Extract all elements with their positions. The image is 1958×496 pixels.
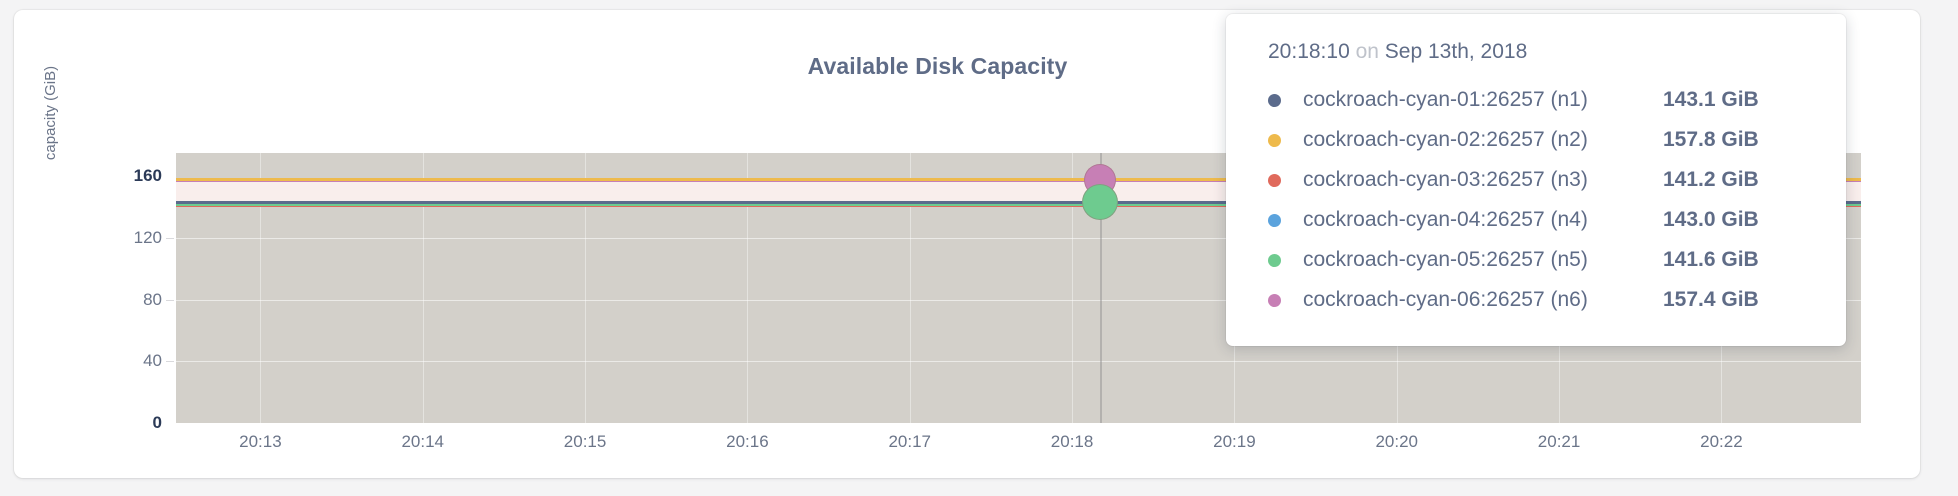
tooltip-series-label: cockroach-cyan-04:26257 (n4) (1303, 208, 1588, 231)
tooltip-time: 20:18:10 (1268, 40, 1350, 63)
y-axis-tick-mark (166, 361, 174, 363)
tooltip-series-label: cockroach-cyan-06:26257 (n6) (1303, 288, 1588, 311)
tooltip-row: cockroach-cyan-03:26257 (n3) 141.2 GiB (1268, 160, 1814, 200)
y-axis-label: capacity (GiB) (42, 65, 59, 161)
gridline-vertical (585, 153, 587, 423)
hover-marker-lower (1081, 184, 1118, 221)
series-color-swatch-icon (1268, 93, 1281, 107)
tooltip-series-value: 143.0 GiB (1663, 208, 1759, 231)
hover-tooltip: 20:18:10 on Sep 13th, 2018 cockroach-cya… (1226, 14, 1846, 346)
y-axis-tick-label: 0 (152, 413, 162, 432)
tooltip-series-value: 157.4 GiB (1663, 288, 1759, 311)
tooltip-series-value: 157.8 GiB (1663, 128, 1759, 151)
x-axis-tick-label: 20:13 (239, 432, 282, 451)
series-color-swatch-icon (1268, 253, 1281, 267)
tooltip-row: cockroach-cyan-05:26257 (n5) 141.6 GiB (1268, 240, 1814, 280)
x-axis-tick-label: 20:19 (1213, 432, 1256, 451)
tooltip-row: cockroach-cyan-02:26257 (n2) 157.8 GiB (1268, 120, 1814, 160)
x-axis-tick-label: 20:14 (401, 432, 445, 451)
tooltip-series-label: cockroach-cyan-02:26257 (n2) (1303, 128, 1588, 151)
tooltip-date: Sep 13th, 2018 (1384, 40, 1528, 63)
x-axis-tick-label: 20:20 (1375, 432, 1418, 451)
series-line-n1 (176, 200, 1861, 204)
y-axis-tick-label: 80 (143, 289, 162, 309)
x-axis-tick-label: 20:17 (888, 432, 932, 451)
tooltip-series-value: 141.2 GiB (1663, 168, 1759, 191)
tooltip-connector: on (1355, 40, 1379, 63)
tooltip-row-list: cockroach-cyan-01:26257 (n1) 143.1 GiB coc… (1268, 80, 1814, 320)
chart-card: Available Disk Capacity capacity (GiB) 0… (14, 10, 1920, 478)
x-axis-tick-label: 20:18 (1050, 432, 1094, 451)
gridline-vertical (909, 153, 911, 423)
tooltip-series-value: 143.1 GiB (1663, 88, 1759, 111)
gridline-vertical (1072, 153, 1074, 423)
x-axis-tick-label: 20:16 (726, 432, 769, 451)
x-axis-tick-label: 20:21 (1537, 432, 1581, 451)
tooltip-header: 20:18:10 on Sep 13th, 2018 (1268, 40, 1814, 64)
tooltip-series-label: cockroach-cyan-01:26257 (n1) (1303, 88, 1588, 111)
series-color-swatch-icon (1268, 293, 1281, 307)
y-axis-tick-mark (166, 299, 174, 301)
series-line-n5 (176, 203, 1861, 207)
tooltip-series-label: cockroach-cyan-05:26257 (n5) (1303, 248, 1588, 271)
y-axis-tick-label: 40 (143, 351, 162, 371)
series-line-n2 (176, 178, 1861, 182)
series-color-swatch-icon (1268, 213, 1281, 227)
gridline-vertical (422, 153, 424, 423)
series-color-swatch-icon (1268, 173, 1281, 187)
series-color-swatch-icon (1268, 133, 1281, 147)
tooltip-row: cockroach-cyan-06:26257 (n6) 157.4 GiB (1268, 280, 1814, 320)
y-axis-tick-label: 120 (133, 227, 162, 247)
page-title: Available Disk Capacity (807, 53, 1068, 79)
x-axis-tick-label: 20:22 (1700, 432, 1743, 451)
gridline-horizontal (176, 361, 1861, 363)
y-axis-tick-mark (166, 237, 174, 239)
gridline-horizontal (176, 299, 1861, 301)
gridline-horizontal (176, 237, 1861, 239)
hover-guideline (1099, 153, 1102, 423)
x-axis-tick-label: 20:15 (563, 432, 607, 451)
tooltip-series-label: cockroach-cyan-03:26257 (n3) (1303, 168, 1588, 191)
tooltip-series-value: 141.6 GiB (1663, 248, 1759, 271)
y-axis-tick-label: 160 (133, 166, 162, 186)
gridline-vertical (747, 153, 749, 423)
tooltip-row: cockroach-cyan-04:26257 (n4) 143.0 GiB (1268, 200, 1814, 240)
tooltip-row: cockroach-cyan-01:26257 (n1) 143.1 GiB (1268, 80, 1814, 120)
gridline-vertical (260, 153, 262, 423)
